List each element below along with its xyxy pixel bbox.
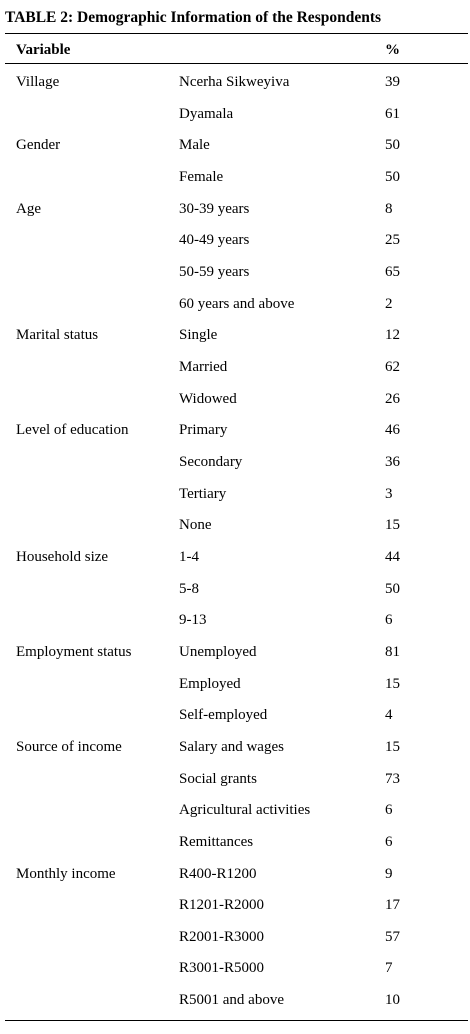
category-cell: R400-R1200: [179, 865, 257, 882]
category-cell: Salary and wages: [179, 738, 284, 755]
percent-cell: 26: [385, 390, 400, 407]
category-cell: Employed: [179, 675, 241, 692]
bottom-rule: [5, 1020, 468, 1021]
category-cell: Widowed: [179, 390, 237, 407]
percent-cell: 9: [385, 865, 393, 882]
variable-cell: Village: [16, 74, 60, 90]
percent-cell: 17: [385, 897, 400, 914]
percent-cell: 10: [385, 992, 400, 1009]
category-cell: Ncerha Sikweyiva: [179, 74, 290, 90]
category-cell: None: [179, 517, 212, 534]
percent-cell: 50: [385, 137, 400, 154]
category-cell: 30-39 years: [179, 200, 250, 217]
category-cell: Secondary: [179, 453, 243, 470]
percent-cell: 12: [385, 327, 400, 344]
percent-cell: 6: [385, 802, 393, 819]
category-cell: 40-49 years: [179, 232, 250, 249]
category-cell: Self-employed: [179, 707, 268, 724]
percent-cell: 46: [385, 422, 400, 439]
percent-cell: 15: [385, 738, 400, 755]
category-cell: Tertiary: [179, 485, 227, 502]
header-cell: Variable: [16, 42, 71, 58]
percent-cell: 81: [385, 643, 400, 660]
percent-cell: 57: [385, 928, 400, 945]
variable-cell: Marital status: [16, 327, 99, 344]
category-cell: R3001-R5000: [179, 960, 265, 977]
top-rule: [5, 33, 468, 34]
category-cell: 60 years and above: [179, 295, 295, 312]
percent-cell: 6: [385, 612, 393, 629]
category-cell: Primary: [179, 422, 228, 439]
category-cell: Agricultural activities: [179, 802, 311, 819]
percent-cell: 8: [385, 200, 393, 217]
variable-cell: Level of education: [16, 422, 129, 439]
variable-cell: Age: [16, 200, 41, 217]
category-cell: Female: [179, 168, 224, 185]
category-cell: Dyamala: [179, 105, 234, 122]
category-cell: R1201-R2000: [179, 897, 265, 914]
category-cell: R5001 and above: [179, 992, 284, 1009]
percent-cell: 39: [385, 74, 400, 90]
category-cell: Single: [179, 327, 218, 344]
percent-cell: 15: [385, 675, 400, 692]
variable-cell: Employment status: [16, 643, 132, 660]
percent-cell: 15: [385, 517, 400, 534]
category-cell: 1-4: [179, 548, 199, 565]
percent-cell: 25: [385, 232, 400, 249]
percent-cell: 62: [385, 358, 400, 375]
category-cell: Social grants: [179, 770, 257, 787]
percent-cell: 50: [385, 168, 400, 185]
header-rule: [5, 63, 468, 64]
category-cell: Male: [179, 137, 210, 154]
percent-cell: 65: [385, 263, 400, 280]
category-cell: R2001-R3000: [179, 928, 265, 945]
percent-cell: 7: [385, 960, 393, 977]
percent-cell: 3: [385, 485, 393, 502]
variable-cell: Household size: [16, 548, 109, 565]
category-cell: Remittances: [179, 833, 254, 850]
header-cell: %: [385, 42, 400, 58]
percent-cell: 61: [385, 105, 400, 122]
table-title: TABLE 2: Demographic Information of the …: [5, 9, 382, 26]
percent-cell: 50: [385, 580, 400, 597]
category-cell: 9-13: [179, 612, 207, 629]
percent-cell: 44: [385, 548, 400, 565]
percent-cell: 4: [385, 707, 393, 724]
variable-cell: Source of income: [16, 738, 122, 755]
variable-cell: Monthly income: [16, 865, 116, 882]
category-cell: Married: [179, 358, 228, 375]
percent-cell: 36: [385, 453, 400, 470]
percent-cell: 73: [385, 770, 400, 787]
category-cell: 50-59 years: [179, 263, 250, 280]
category-cell: Unemployed: [179, 643, 257, 660]
percent-cell: 2: [385, 295, 393, 312]
percent-cell: 6: [385, 833, 393, 850]
category-cell: 5-8: [179, 580, 199, 597]
variable-cell: Gender: [16, 137, 61, 154]
